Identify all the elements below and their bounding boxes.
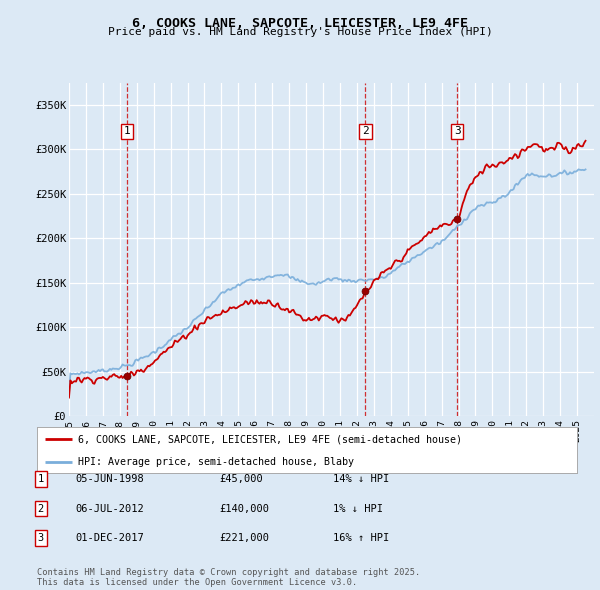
Text: 3: 3 [454,126,461,136]
Text: 1: 1 [38,474,44,484]
Text: 6, COOKS LANE, SAPCOTE, LEICESTER, LE9 4FE (semi-detached house): 6, COOKS LANE, SAPCOTE, LEICESTER, LE9 4… [77,434,462,444]
Text: 2: 2 [38,504,44,513]
Text: 05-JUN-1998: 05-JUN-1998 [75,474,144,484]
Text: HPI: Average price, semi-detached house, Blaby: HPI: Average price, semi-detached house,… [77,457,354,467]
Text: Price paid vs. HM Land Registry's House Price Index (HPI): Price paid vs. HM Land Registry's House … [107,27,493,37]
Text: 1% ↓ HPI: 1% ↓ HPI [333,504,383,513]
Text: 01-DEC-2017: 01-DEC-2017 [75,533,144,543]
Text: £221,000: £221,000 [219,533,269,543]
Text: 06-JUL-2012: 06-JUL-2012 [75,504,144,513]
Text: £45,000: £45,000 [219,474,263,484]
Text: £140,000: £140,000 [219,504,269,513]
Text: 3: 3 [38,533,44,543]
Text: Contains HM Land Registry data © Crown copyright and database right 2025.
This d: Contains HM Land Registry data © Crown c… [37,568,421,587]
Text: 14% ↓ HPI: 14% ↓ HPI [333,474,389,484]
Text: 1: 1 [124,126,130,136]
Text: 16% ↑ HPI: 16% ↑ HPI [333,533,389,543]
Text: 2: 2 [362,126,369,136]
Text: 6, COOKS LANE, SAPCOTE, LEICESTER, LE9 4FE: 6, COOKS LANE, SAPCOTE, LEICESTER, LE9 4… [132,17,468,30]
